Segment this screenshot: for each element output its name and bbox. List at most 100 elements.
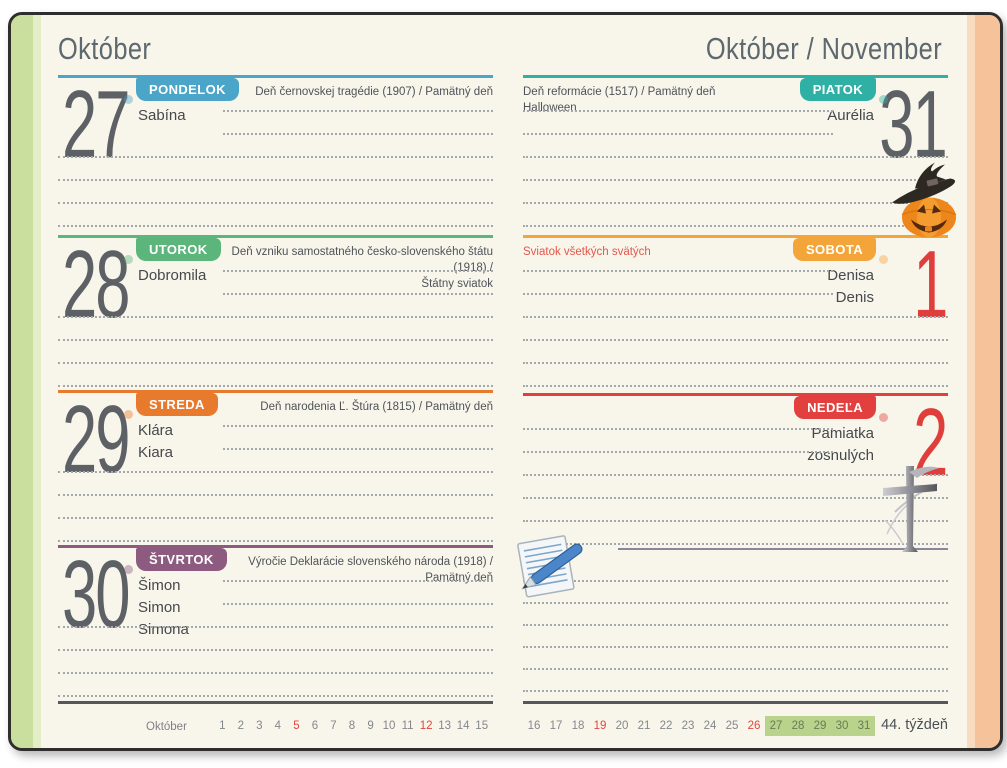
name-day-name: Šimon (138, 577, 181, 594)
note-line (58, 202, 493, 204)
mini-calendar-right: 16 17 18 19 20 21 22 23 24 25 26 27 28 29 30 31 44. týž… (523, 714, 948, 740)
name-day-name: Denis (835, 289, 874, 306)
memorial-cross-icon (883, 466, 939, 552)
name-day-name: Aurélia (827, 107, 874, 124)
name-day-name: Dobromila (138, 267, 207, 284)
day-block-saturday-1: 1 SOBOTA Denisa Denis Sviatok všetkých sv… (523, 235, 948, 393)
note-line (58, 156, 493, 158)
mini-calendar-day: 15 (475, 720, 489, 732)
mini-calendar-day: 17 (549, 720, 563, 732)
note-line (523, 646, 948, 648)
mini-calendar-days-16-31: 16 17 18 19 20 21 22 23 24 25 26 27 28 29 30 31 (523, 716, 875, 736)
note-line (523, 179, 948, 181)
day-block-monday-27: 27 PONDELOK Sabína Deň černovskej tragéd… (58, 75, 493, 235)
note-line (523, 156, 948, 158)
mini-calendar-day: 23 (681, 720, 695, 732)
day-divider (523, 393, 948, 396)
note-line (523, 110, 833, 112)
note-line (523, 202, 948, 204)
note-line (58, 626, 493, 628)
day-block-sunday-2: 2 NEDEĽA Pamiatka zosnulých (523, 393, 948, 548)
name-day-name: Sabína (138, 107, 186, 124)
mini-calendar-days-1-15: 1 2 3 4 5 6 7 8 9 10 11 12 13 14 15 (213, 716, 491, 736)
note-line (223, 448, 493, 450)
name-day-names: Klára Kiara (138, 420, 173, 464)
day-divider (523, 75, 948, 78)
holiday-text-red: Sviatok všetkých svätých (523, 246, 651, 258)
note-line (58, 362, 493, 364)
diary-book: Október Október / November 27 PONDELOK S… (8, 12, 1003, 751)
mini-calendar-day: 16 (527, 720, 541, 732)
note-line (58, 225, 493, 227)
mini-calendar-day: 1 (219, 720, 226, 732)
day-divider (58, 235, 493, 238)
footer-divider-right (523, 701, 948, 704)
mini-calendar-day: 4 (274, 720, 282, 732)
note-line (58, 672, 493, 674)
note-line (223, 133, 493, 135)
mini-calendar-day: 7 (330, 720, 337, 732)
note-line (523, 520, 948, 522)
cover-edge-right (967, 15, 1000, 748)
weekday-badge: UTOROK (136, 238, 221, 261)
note-line (523, 362, 948, 364)
badge-dot (124, 410, 133, 419)
mini-calendar-day: 9 (367, 720, 374, 732)
right-page-title: Október / November (705, 31, 942, 66)
note-line (58, 649, 493, 651)
name-day-name: Simon (138, 599, 181, 616)
mini-calendar-day: 30 (831, 716, 853, 736)
note-line (58, 517, 493, 519)
mini-calendar-day: 3 (256, 720, 263, 732)
mini-calendar-day: 28 (787, 716, 809, 736)
mini-calendar-day: 18 (571, 720, 585, 732)
note-line (58, 316, 493, 318)
mini-calendar-day: 13 (438, 720, 452, 732)
badge-dot (879, 95, 888, 104)
mini-calendar-day: 8 (348, 720, 356, 732)
notes-divider (618, 548, 948, 550)
note-line (223, 270, 493, 272)
note-line (58, 471, 493, 473)
day-divider (58, 545, 493, 548)
mini-calendar-day: 10 (382, 720, 396, 732)
badge-dot (124, 565, 133, 574)
holiday-text: Deň černovskej tragédie (1907) / Pamätný… (255, 86, 493, 98)
note-line (523, 543, 948, 545)
note-line (523, 339, 948, 341)
badge-dot (124, 95, 133, 104)
note-line (58, 695, 493, 697)
weekday-badge: ŠTVRTOK (136, 548, 227, 571)
mini-calendar-day: 14 (456, 720, 470, 732)
note-line (223, 603, 493, 605)
note-line (58, 339, 493, 341)
day-block-thursday-30: 30 ŠTVRTOK Šimon Simon Simona Výročie Dekl… (58, 545, 493, 701)
week-number-label: 44. týždeň (881, 717, 948, 733)
note-line (523, 385, 948, 387)
note-line (58, 540, 493, 542)
mini-calendar-day: 22 (659, 720, 673, 732)
mini-calendar-day: 12 (419, 720, 433, 732)
weekday-badge: STREDA (136, 393, 218, 416)
note-line (523, 690, 948, 692)
note-line (58, 385, 493, 387)
holiday-text: Deň narodenia Ľ. Štúra (1815) / Pamätný … (260, 401, 493, 413)
note-line (523, 580, 948, 582)
mini-calendar-day: 11 (401, 720, 414, 732)
note-line (523, 497, 948, 499)
name-day-names: Dobromila (138, 265, 206, 287)
name-day-names: Šimon Simon Simona (138, 575, 189, 641)
name-day-names: Aurélia (827, 105, 874, 127)
weekday-badge: PIATOK (799, 78, 876, 101)
weekday-badge: NEDEĽA (794, 396, 876, 419)
note-line (523, 668, 948, 670)
weekday-badge: PONDELOK (136, 78, 239, 101)
mini-calendar-day: 27 (765, 716, 787, 736)
note-line (223, 293, 493, 295)
day-block-wednesday-29: 29 STREDA Klára Kiara Deň narodenia Ľ. Št… (58, 390, 493, 545)
notes-area (523, 548, 948, 701)
mini-calendar-day: 19 (593, 720, 607, 732)
badge-dot (879, 255, 888, 264)
name-day-names: Sabína (138, 105, 186, 127)
badge-dot (879, 413, 888, 422)
